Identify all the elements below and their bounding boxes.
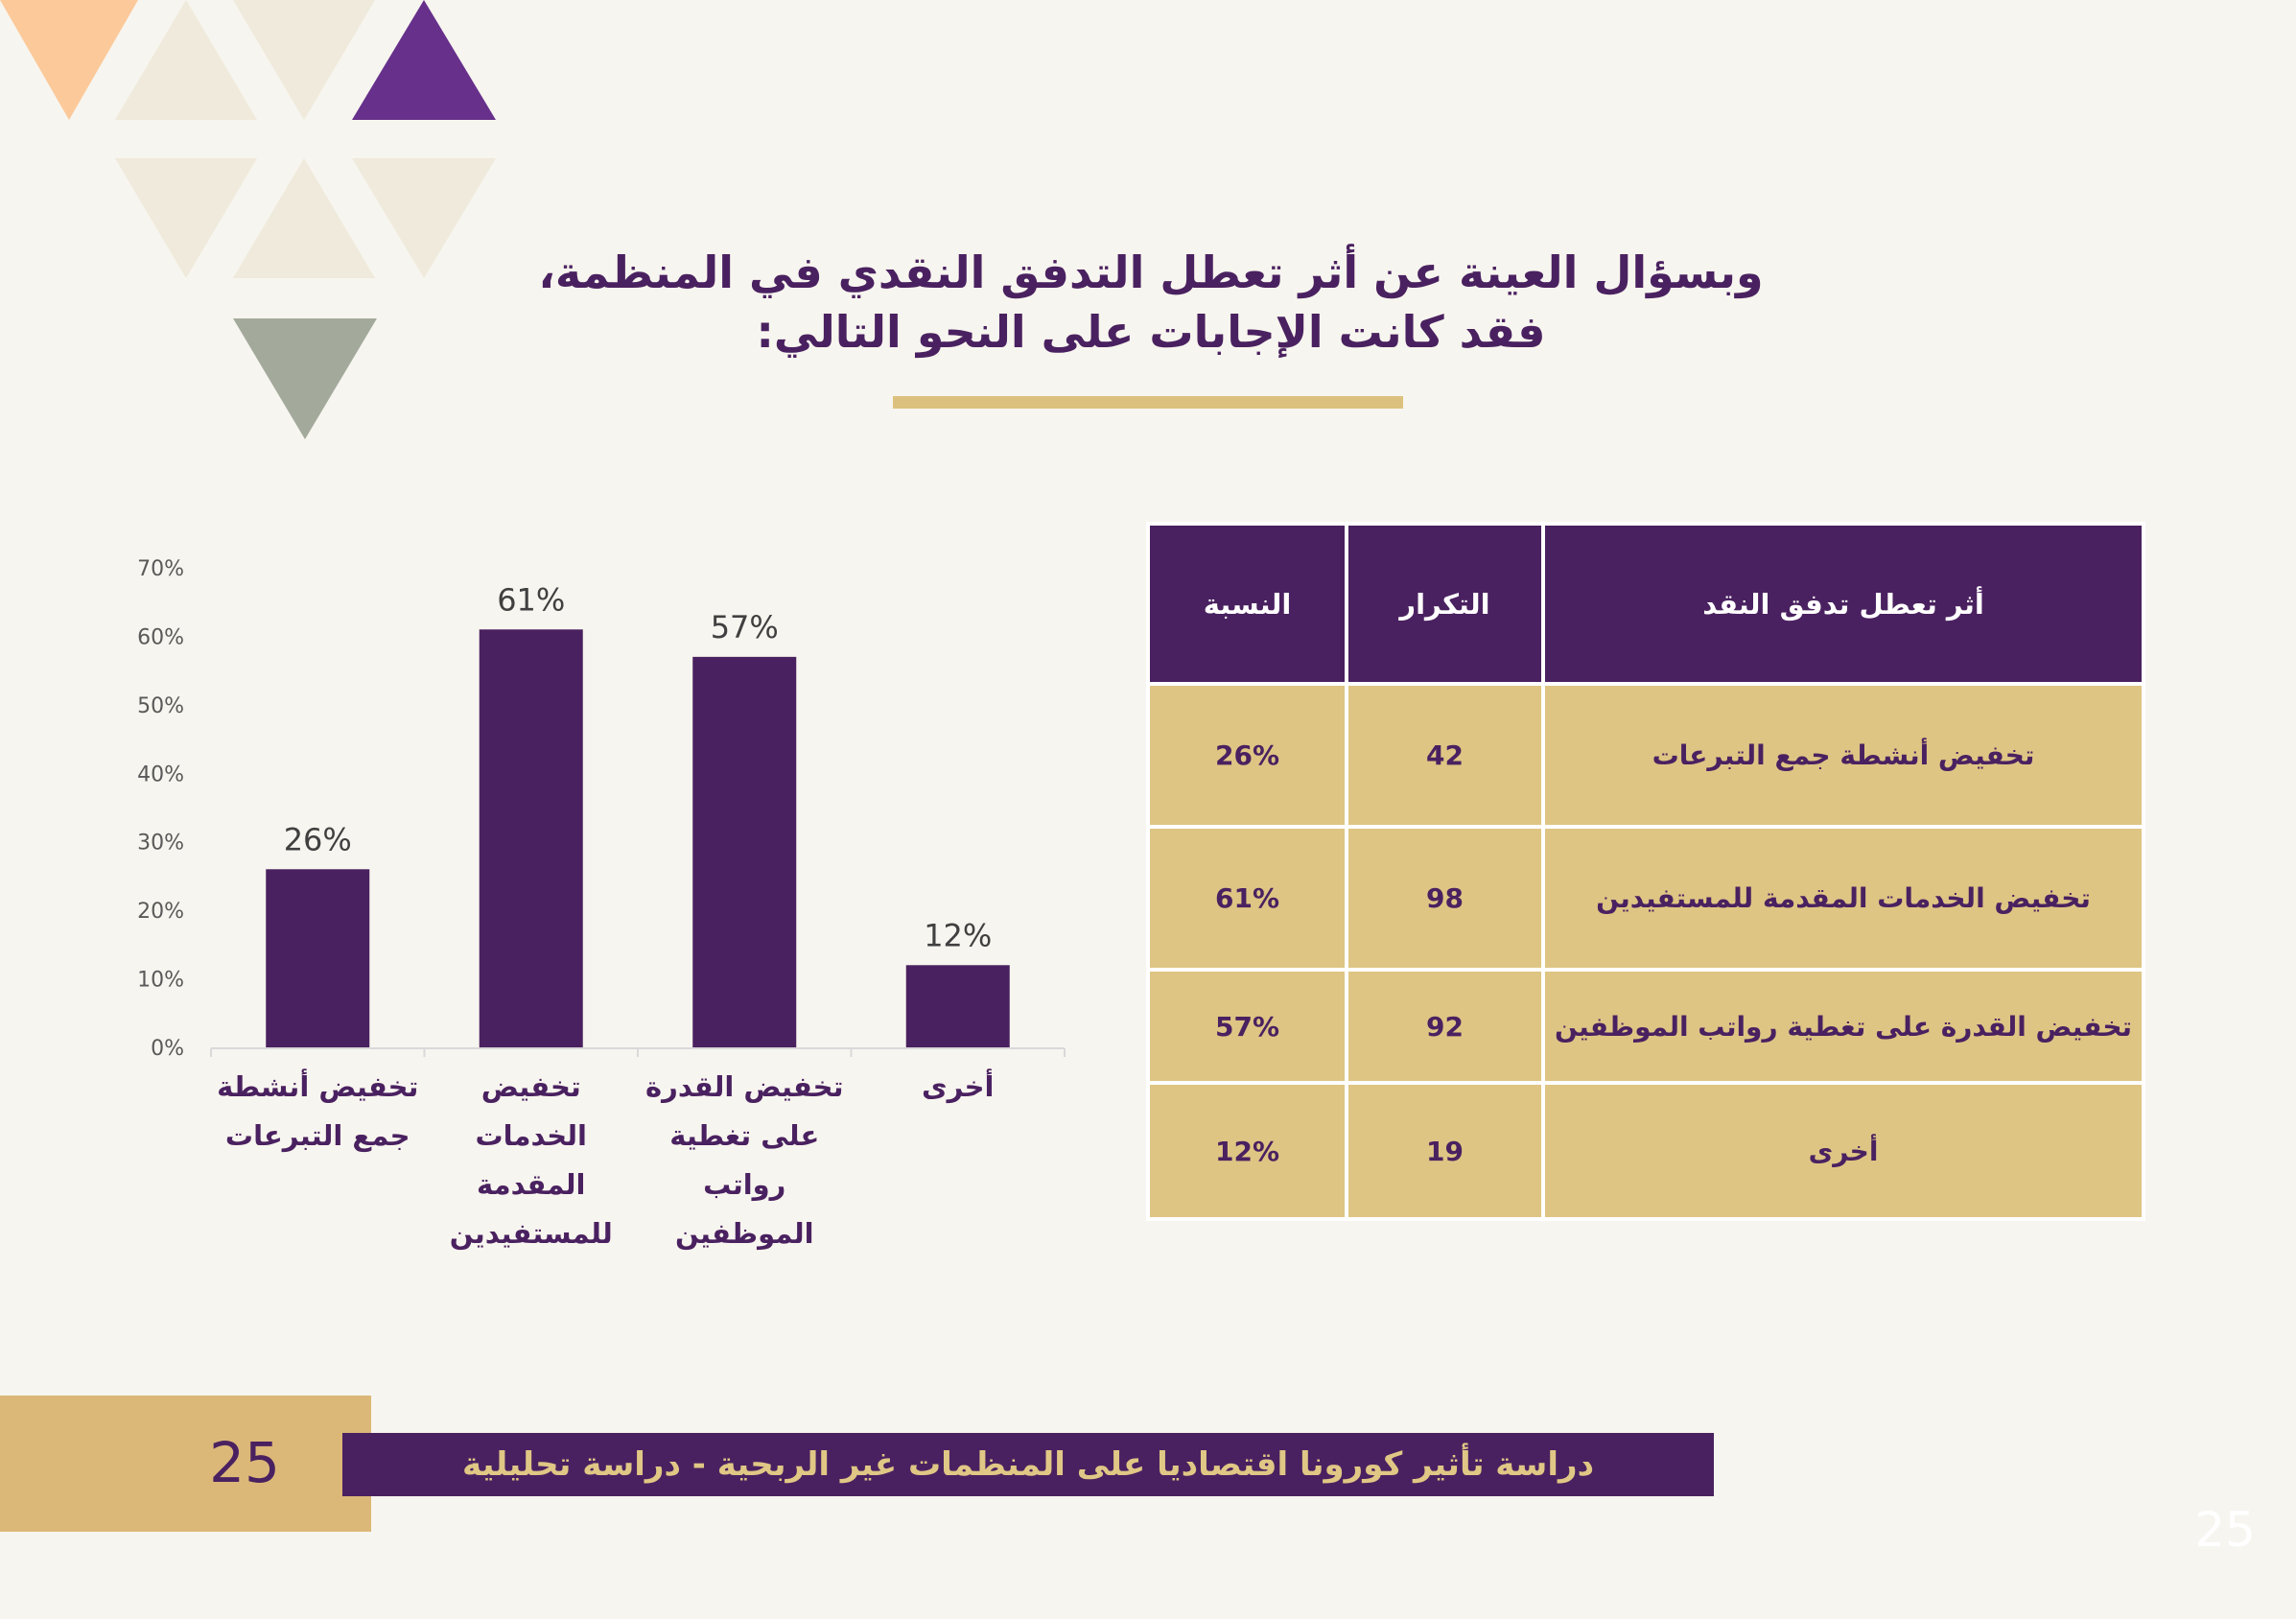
y-tick-label: 10% bbox=[137, 969, 184, 993]
y-tick-label: 40% bbox=[137, 763, 184, 786]
y-tick-label: 70% bbox=[137, 557, 184, 581]
x-category-label: تخفيض الخدمات المقدمة للمستفيدين bbox=[426, 1063, 637, 1258]
x-category-label-line: جمع التبرعات bbox=[224, 1119, 410, 1152]
cell-impact: تخفيض أنشطة جمع التبرعات bbox=[1541, 682, 2145, 829]
x-category-label-line: تخفيض أنشطة bbox=[217, 1070, 419, 1103]
cell-impact: أخرى bbox=[1541, 1081, 2145, 1221]
chart-bar bbox=[692, 656, 797, 1047]
cream-triangle-icon bbox=[115, 0, 257, 120]
cream-triangle-icon bbox=[233, 158, 375, 278]
cream-triangle-icon bbox=[352, 158, 496, 278]
cell-frequency: 19 bbox=[1345, 1081, 1545, 1221]
cell-frequency: 92 bbox=[1345, 968, 1545, 1085]
table-row: تخفيض القدرة على تغطية رواتب الموظفين 92… bbox=[1146, 968, 2145, 1085]
cell-percentage: 26% bbox=[1146, 682, 1348, 829]
table-row: تخفيض أنشطة جمع التبرعات 42 26% bbox=[1146, 682, 2145, 829]
decorative-triangles bbox=[0, 0, 496, 439]
table-row: أخرى 19 12% bbox=[1146, 1081, 2145, 1221]
header-percentage: النسبة bbox=[1146, 522, 1348, 686]
x-category-label: تخفيض أنشطة جمع التبرعات bbox=[212, 1063, 423, 1161]
chart-bar bbox=[266, 869, 370, 1047]
bar-value-label: 57% bbox=[711, 609, 779, 645]
purple-triangle-icon bbox=[352, 0, 496, 120]
table-header-row: أثر تعطل تدفق النقد التكرار النسبة bbox=[1146, 522, 2145, 686]
bar-chart: 0% 10% 20% 30% 40% 50% 60% 70% 26% 61% 57% 12% bbox=[137, 557, 1066, 1061]
footer-title-bar bbox=[342, 1433, 1714, 1496]
x-category-label-line: رواتب الموظفين bbox=[674, 1168, 814, 1250]
x-category-label: أخرى bbox=[853, 1063, 1064, 1112]
cream-triangle-icon bbox=[233, 0, 375, 120]
x-category-label-line: تخفيض الخدمات bbox=[475, 1070, 587, 1152]
y-tick-label: 60% bbox=[137, 625, 184, 649]
corner-page-number: 25 bbox=[2194, 1502, 2256, 1558]
chart-bar bbox=[479, 629, 583, 1047]
cell-frequency: 98 bbox=[1345, 825, 1545, 972]
header-impact: أثر تعطل تدفق النقد bbox=[1541, 522, 2145, 686]
cash-flow-impact-table: أثر تعطل تدفق النقد التكرار النسبة تخفيض… bbox=[1146, 522, 2145, 1221]
footer-page-box bbox=[0, 1396, 371, 1532]
bar-value-label: 61% bbox=[497, 581, 565, 618]
chart-bar bbox=[905, 965, 1010, 1047]
sage-triangle-icon bbox=[233, 318, 377, 439]
y-tick-label: 20% bbox=[137, 900, 184, 924]
peach-triangle-icon bbox=[0, 0, 138, 120]
cell-percentage: 61% bbox=[1146, 825, 1348, 972]
y-tick-label: 50% bbox=[137, 694, 184, 718]
x-category-label-line: أخرى bbox=[922, 1070, 995, 1103]
x-category-label-line: للمستفيدين bbox=[449, 1217, 613, 1250]
cell-percentage: 12% bbox=[1146, 1081, 1348, 1221]
cell-impact: تخفيض الخدمات المقدمة للمستفيدين bbox=[1541, 825, 2145, 972]
x-category-label-line: المقدمة bbox=[477, 1168, 586, 1201]
table-row: تخفيض الخدمات المقدمة للمستفيدين 98 61% bbox=[1146, 825, 2145, 972]
y-tick-label: 30% bbox=[137, 832, 184, 856]
header-frequency: التكرار bbox=[1345, 522, 1545, 686]
cell-impact: تخفيض القدرة على تغطية رواتب الموظفين bbox=[1541, 968, 2145, 1085]
x-category-label-line: تخفيض القدرة bbox=[645, 1070, 844, 1103]
cell-percentage: 57% bbox=[1146, 968, 1348, 1085]
bar-value-label: 12% bbox=[924, 917, 992, 953]
y-tick-label: 0% bbox=[151, 1037, 184, 1061]
x-category-label: تخفيض القدرة على تغطية رواتب الموظفين bbox=[639, 1063, 850, 1258]
cell-frequency: 42 bbox=[1345, 682, 1545, 829]
x-category-label-line: على تغطية bbox=[669, 1119, 820, 1152]
page-title-line-1: وبسؤال العينة عن أثر تعطل التدفق النقدي … bbox=[538, 246, 1764, 298]
page-title-line-2: فقد كانت الإجابات على النحو التالي: bbox=[756, 306, 1546, 358]
cream-triangle-icon bbox=[115, 158, 257, 278]
bar-value-label: 26% bbox=[284, 821, 352, 857]
title-underline bbox=[893, 396, 1403, 409]
footer-title: دراسة تأثير كورونا اقتصاديا على المنظمات… bbox=[461, 1445, 1595, 1484]
footer-page-number: 25 bbox=[209, 1430, 280, 1495]
